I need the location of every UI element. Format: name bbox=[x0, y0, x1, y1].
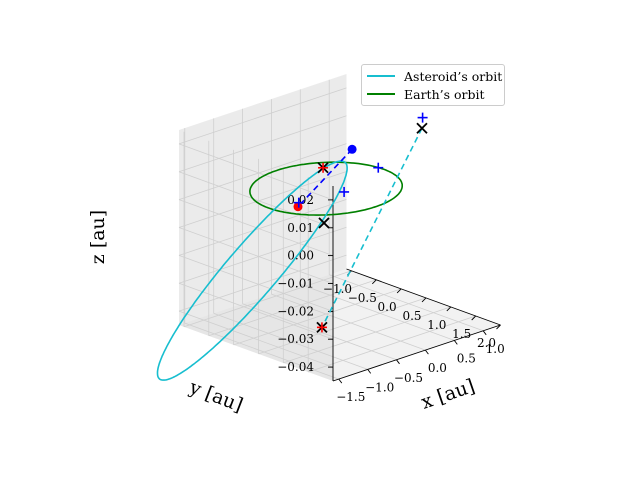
plus-marker bbox=[316, 322, 327, 333]
x-marker-b bbox=[416, 122, 428, 134]
x-axis-line bbox=[332, 324, 501, 382]
x-tick bbox=[367, 369, 372, 374]
x-tick-label: 0.0 bbox=[428, 361, 447, 375]
x-marker bbox=[416, 122, 428, 134]
z-tick-label: 0.01 bbox=[287, 221, 314, 235]
grid-line-x-floor bbox=[329, 274, 484, 332]
grid-line-z-left bbox=[178, 143, 334, 201]
grid-line-y-floor bbox=[258, 297, 427, 355]
z-axis-label: z [au] bbox=[87, 210, 109, 264]
y-tick-label: 0.5 bbox=[402, 309, 421, 323]
y-tick-label: −1.0 bbox=[323, 282, 352, 296]
grid-line-y-floor bbox=[233, 288, 402, 346]
x-tick-label: 0.5 bbox=[457, 351, 476, 365]
dashed-segment bbox=[321, 127, 423, 328]
grid-line-x-floor bbox=[242, 303, 397, 361]
legend-label-earth: Earth’s orbit bbox=[404, 86, 485, 102]
z-tick-label: −0.02 bbox=[277, 304, 314, 318]
grid-line-z-back bbox=[178, 143, 347, 200]
legend-item-earth: Earth’s orbit bbox=[367, 85, 485, 103]
y-axis-line bbox=[346, 268, 501, 326]
x-tick bbox=[425, 349, 429, 355]
x-tick bbox=[482, 330, 487, 336]
grid-line-z-left bbox=[178, 171, 334, 229]
legend-item-asteroid: Asteroid’s orbit bbox=[367, 67, 502, 85]
z-tick-label: −0.03 bbox=[277, 332, 314, 346]
y-tick bbox=[471, 315, 477, 321]
grid-line-z-left bbox=[178, 282, 334, 340]
grid-line-z-left bbox=[178, 310, 334, 368]
plus-marker bbox=[339, 186, 350, 197]
x-tick bbox=[338, 378, 343, 384]
y-tick-label: 1.5 bbox=[452, 327, 471, 341]
dot-marker bbox=[347, 144, 357, 154]
x-marker-b bbox=[318, 217, 330, 229]
plot-content bbox=[156, 112, 428, 381]
x-tick-label: 1.0 bbox=[486, 342, 505, 356]
grid-line-z-back bbox=[178, 115, 347, 173]
x-tick bbox=[453, 340, 458, 345]
grid-line-x-floor bbox=[184, 322, 339, 380]
z-tick-label: −0.01 bbox=[277, 277, 314, 291]
grid-line-z-back bbox=[178, 171, 347, 228]
grid-line-y-floor bbox=[208, 279, 377, 337]
y-tick bbox=[396, 288, 402, 294]
plus-marker bbox=[417, 112, 428, 123]
grid-line-x-floor bbox=[271, 293, 426, 351]
y-tick-label: −0.5 bbox=[348, 291, 377, 305]
x-tick-label: −0.5 bbox=[394, 371, 423, 385]
x-tick-label: −1.0 bbox=[365, 380, 394, 394]
y-tick bbox=[446, 306, 452, 312]
y-tick-label: 0.0 bbox=[378, 300, 397, 314]
grid-line-z-back bbox=[178, 199, 347, 256]
x-tick bbox=[396, 359, 400, 365]
x-marker bbox=[318, 217, 330, 229]
y-tick bbox=[496, 324, 501, 330]
y-axis-label: y [au] bbox=[186, 376, 246, 417]
grid-line-z-back bbox=[178, 254, 347, 312]
y-tick bbox=[371, 279, 377, 285]
grid-line-z-left bbox=[178, 255, 334, 312]
asteroid-orbit-line bbox=[156, 160, 348, 381]
x-tick-label: −1.5 bbox=[336, 390, 365, 404]
z-tick-label: −0.04 bbox=[277, 360, 314, 374]
plus-marker bbox=[318, 162, 329, 173]
plus-marker bbox=[373, 162, 384, 173]
dashed-segment bbox=[297, 148, 353, 208]
plus-marker bbox=[293, 197, 304, 208]
grid-line-z-left bbox=[178, 227, 334, 284]
grid-line-z-back bbox=[178, 226, 347, 284]
y-tick-label: 2.0 bbox=[477, 336, 496, 350]
grid-line-y-floor bbox=[283, 306, 451, 364]
grid-line-x-floor bbox=[300, 284, 455, 341]
legend: Asteroid’s orbit Earth’s orbit bbox=[361, 64, 505, 106]
grid-line-y-floor bbox=[308, 315, 476, 373]
grid-line-z-back bbox=[178, 87, 347, 145]
earth-orbit-line bbox=[249, 161, 404, 216]
legend-swatch-asteroid bbox=[367, 75, 395, 77]
legend-label-asteroid: Asteroid’s orbit bbox=[404, 68, 503, 84]
x-axis-label: x [au] bbox=[418, 375, 477, 414]
y-tick bbox=[421, 297, 427, 303]
y-tick-label: 1.0 bbox=[427, 318, 446, 332]
legend-swatch-earth bbox=[367, 93, 395, 95]
